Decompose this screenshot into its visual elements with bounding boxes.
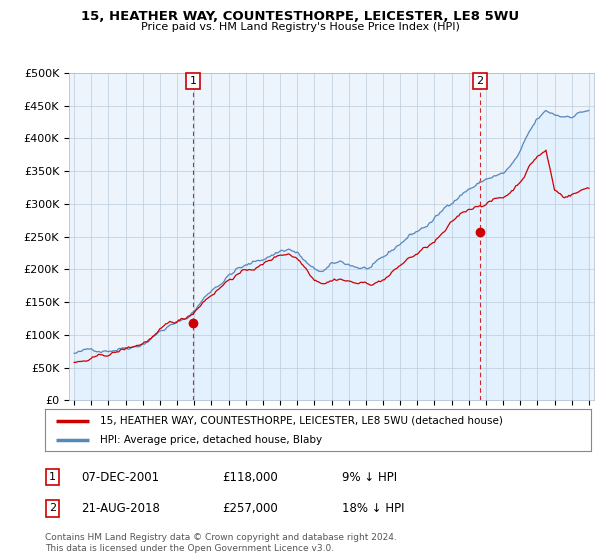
Text: HPI: Average price, detached house, Blaby: HPI: Average price, detached house, Blab… [100, 435, 322, 445]
Text: 15, HEATHER WAY, COUNTESTHORPE, LEICESTER, LE8 5WU: 15, HEATHER WAY, COUNTESTHORPE, LEICESTE… [81, 10, 519, 23]
Text: 9% ↓ HPI: 9% ↓ HPI [342, 470, 397, 484]
Text: £118,000: £118,000 [222, 470, 278, 484]
Text: 2: 2 [476, 76, 483, 86]
Text: Contains HM Land Registry data © Crown copyright and database right 2024.
This d: Contains HM Land Registry data © Crown c… [45, 534, 397, 553]
Text: £257,000: £257,000 [222, 502, 278, 515]
Text: 1: 1 [49, 472, 56, 482]
Text: 2: 2 [49, 503, 56, 514]
Text: 1: 1 [190, 76, 196, 86]
Text: Price paid vs. HM Land Registry's House Price Index (HPI): Price paid vs. HM Land Registry's House … [140, 22, 460, 32]
Text: 07-DEC-2001: 07-DEC-2001 [81, 470, 159, 484]
Text: 15, HEATHER WAY, COUNTESTHORPE, LEICESTER, LE8 5WU (detached house): 15, HEATHER WAY, COUNTESTHORPE, LEICESTE… [100, 416, 502, 426]
Text: 21-AUG-2018: 21-AUG-2018 [81, 502, 160, 515]
Text: 18% ↓ HPI: 18% ↓ HPI [342, 502, 404, 515]
